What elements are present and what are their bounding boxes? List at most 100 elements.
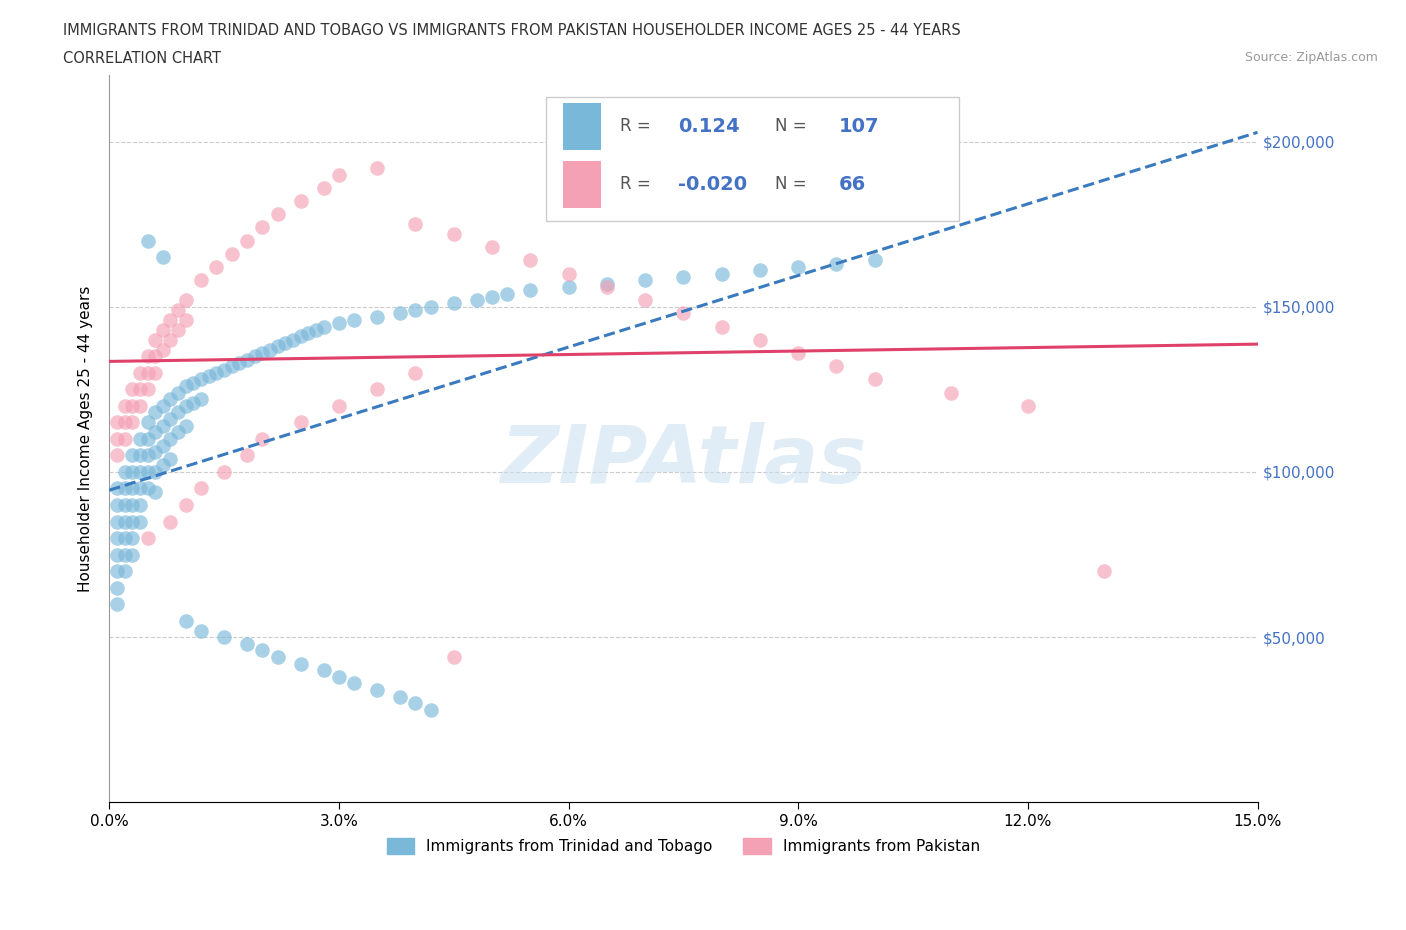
Point: [290, 657, 312, 671]
Point: [190, 481, 212, 496]
Point: [190, 623, 212, 638]
Text: R =: R =: [620, 176, 651, 193]
Point: [183, 395, 205, 410]
Point: [143, 332, 166, 347]
Point: [159, 451, 181, 466]
Text: R =: R =: [620, 117, 657, 136]
Point: [114, 547, 136, 562]
Point: [105, 481, 128, 496]
Point: [672, 270, 695, 285]
Point: [212, 362, 235, 377]
Point: [114, 481, 136, 496]
Point: [825, 257, 848, 272]
Point: [114, 531, 136, 546]
Point: [105, 514, 128, 529]
Point: [634, 272, 657, 287]
Point: [128, 398, 150, 413]
Point: [205, 259, 228, 274]
Text: 0.124: 0.124: [678, 117, 740, 136]
Point: [174, 613, 197, 628]
Point: [136, 382, 159, 397]
Text: 66: 66: [838, 175, 866, 194]
Point: [136, 531, 159, 546]
FancyBboxPatch shape: [562, 102, 600, 150]
Point: [121, 415, 143, 430]
Point: [443, 227, 465, 242]
Point: [143, 425, 166, 440]
Point: [152, 458, 174, 472]
Point: [366, 382, 388, 397]
Point: [121, 464, 143, 479]
Point: [136, 464, 159, 479]
Point: [105, 597, 128, 612]
Point: [496, 286, 519, 301]
Point: [1017, 398, 1039, 413]
Point: [114, 415, 136, 430]
Point: [343, 676, 366, 691]
Point: [114, 514, 136, 529]
Point: [128, 365, 150, 380]
Point: [136, 365, 159, 380]
Point: [748, 332, 770, 347]
Point: [121, 547, 143, 562]
Point: [121, 398, 143, 413]
Point: [174, 418, 197, 433]
Point: [672, 306, 695, 321]
Point: [404, 365, 426, 380]
Point: [105, 448, 128, 463]
Point: [152, 418, 174, 433]
Point: [443, 649, 465, 664]
Point: [128, 498, 150, 512]
Point: [236, 636, 259, 651]
Point: [143, 485, 166, 499]
Point: [197, 368, 219, 383]
Point: [136, 448, 159, 463]
Point: [312, 180, 335, 195]
Point: [114, 398, 136, 413]
Text: Source: ZipAtlas.com: Source: ZipAtlas.com: [1244, 51, 1378, 64]
Point: [328, 316, 350, 331]
Point: [143, 365, 166, 380]
Point: [143, 445, 166, 459]
Point: [205, 365, 228, 380]
Point: [121, 514, 143, 529]
Point: [443, 296, 465, 311]
Point: [290, 193, 312, 208]
Point: [105, 580, 128, 595]
Point: [136, 481, 159, 496]
Point: [114, 432, 136, 446]
Point: [212, 464, 235, 479]
Point: [105, 564, 128, 578]
Point: [1094, 564, 1116, 578]
Point: [366, 309, 388, 324]
Point: [183, 376, 205, 391]
Point: [174, 498, 197, 512]
Point: [596, 280, 619, 295]
Point: [105, 498, 128, 512]
Point: [167, 302, 190, 317]
Point: [167, 405, 190, 420]
Point: [114, 564, 136, 578]
Point: [159, 312, 181, 327]
Point: [167, 385, 190, 400]
Point: [404, 696, 426, 711]
Point: [404, 217, 426, 232]
Point: [366, 161, 388, 176]
Point: [190, 272, 212, 287]
Point: [312, 319, 335, 334]
Point: [557, 280, 579, 295]
FancyBboxPatch shape: [562, 161, 600, 208]
Point: [174, 293, 197, 308]
Point: [328, 670, 350, 684]
Point: [297, 326, 319, 340]
Point: [519, 283, 541, 298]
Point: [167, 323, 190, 338]
Point: [167, 425, 190, 440]
Text: N =: N =: [775, 176, 807, 193]
Point: [710, 319, 733, 334]
Point: [389, 689, 412, 704]
Point: [290, 329, 312, 344]
Point: [787, 346, 810, 361]
Point: [557, 266, 579, 281]
Point: [863, 253, 886, 268]
